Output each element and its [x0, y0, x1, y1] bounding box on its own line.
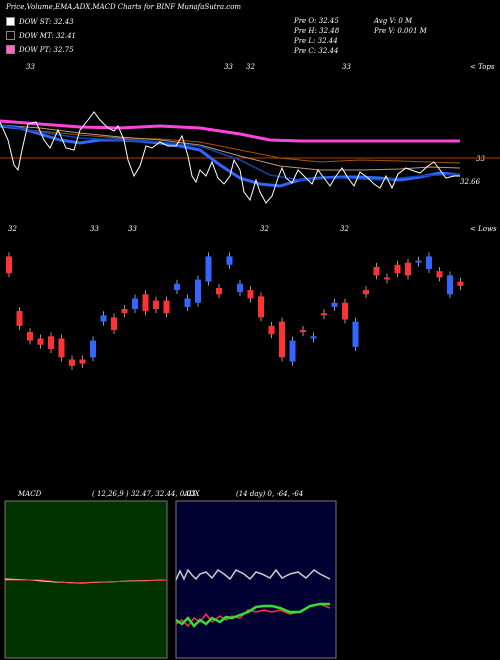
bottom-tick-label: 32 [8, 225, 17, 233]
candle-body [48, 336, 54, 349]
candle-body [268, 325, 275, 335]
candle-body [205, 256, 212, 282]
ema-line-orange [0, 126, 461, 164]
price-level-label: 32.66 [460, 178, 481, 186]
macd-label: MACD [18, 490, 42, 498]
lows-label: < Lows [470, 225, 497, 233]
ema-line-pink [0, 119, 460, 143]
candle-body [363, 290, 369, 295]
bottom-tick-label: 32 [340, 225, 349, 233]
top-tick-label: 33 [342, 63, 351, 71]
candle-body [436, 271, 443, 278]
candle-body [321, 313, 327, 316]
candle-body [184, 298, 191, 307]
candle-body [226, 256, 233, 265]
top-tick-label: 33 [26, 63, 35, 71]
legend-label: DOW PT: 32.75 [19, 45, 74, 54]
macd-signal-line [5, 579, 168, 584]
bottom-tick-label: 32 [260, 225, 269, 233]
candle-body [37, 338, 44, 345]
candle-body [289, 340, 296, 362]
candle-body [415, 260, 422, 263]
candle-body [163, 300, 170, 314]
bottom-tick-label: 33 [90, 225, 99, 233]
candle-body [195, 279, 201, 303]
candle-body [100, 315, 107, 322]
candle-body [79, 359, 86, 364]
candle-body [373, 266, 380, 276]
tops-label: < Tops [470, 63, 495, 71]
legend-label: DOW ST: 32.43 [19, 17, 74, 26]
candles-group [6, 252, 464, 370]
candle-body [216, 287, 222, 295]
candle-body [384, 277, 390, 280]
stat-open: Pre O: 32.45 [294, 17, 339, 25]
candle-body [300, 330, 306, 333]
candle-body [279, 321, 285, 358]
candle-body [153, 300, 159, 309]
price-line [0, 111, 460, 204]
candle-body [352, 321, 359, 347]
top-tick-label: 32 [246, 63, 255, 71]
candle-body [174, 283, 180, 291]
ema-line-tan [0, 124, 461, 171]
candle-body [310, 336, 317, 339]
candle-body [331, 302, 338, 307]
adx-label: ADX [184, 490, 200, 498]
top-tick-label: 33 [224, 63, 233, 71]
candle-body [132, 298, 138, 309]
macd-params: ( 12,26,9 ) 32.47, 32.44, 0.03 [92, 490, 196, 498]
candle-body [405, 262, 411, 276]
adx-panel [175, 500, 337, 659]
candle-body [69, 359, 75, 366]
candle-body [90, 340, 96, 358]
candle-body [27, 332, 33, 341]
candle-body [394, 264, 401, 274]
candle-body [237, 283, 243, 293]
chart-title: Price,Volume,EMA,ADX,MACD Charts for BIN… [6, 3, 242, 11]
stat-close: Pre C: 32.44 [294, 47, 339, 55]
legend-swatch [6, 45, 15, 54]
legend-item-dow-st: DOW ST: 32.43 [6, 17, 74, 26]
candle-body [16, 311, 23, 326]
ema-line-dark-blue [0, 124, 461, 181]
legend-swatch [6, 17, 15, 26]
candle-body [142, 294, 149, 312]
legend-item-dow-pt: DOW PT: 32.75 [6, 45, 74, 54]
adx-di-plus-line [175, 568, 331, 581]
candle-body [426, 256, 432, 270]
stat-low: Pre L: 32.44 [294, 37, 338, 45]
candle-body [6, 256, 12, 274]
bottom-tick-label: 33 [128, 225, 137, 233]
stat-avg-vol: Avg V: 0 M [374, 17, 413, 25]
candle-body [258, 296, 264, 318]
candle-body [58, 338, 65, 358]
candle-body [342, 302, 348, 320]
legend-item-dow-mt: DOW MT: 32.41 [6, 31, 76, 40]
candle-body [111, 317, 117, 331]
candle-body [121, 309, 128, 314]
stat-high: Pre H: 32.48 [294, 27, 340, 35]
legend-label: DOW MT: 32.41 [19, 31, 76, 40]
candle-body [247, 290, 254, 299]
candle-body [457, 281, 464, 286]
adx-params: (14 day) 0, -64, -64 [236, 490, 304, 498]
candle-body [447, 275, 453, 295]
adx-line [175, 602, 330, 628]
price-level-label: 33 [476, 155, 485, 163]
stat-pre-vol: Pre V: 0.001 M [374, 27, 427, 35]
legend-swatch [6, 31, 15, 40]
